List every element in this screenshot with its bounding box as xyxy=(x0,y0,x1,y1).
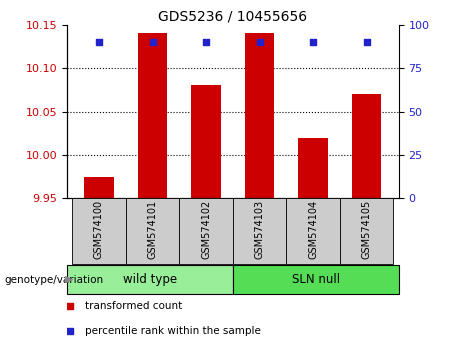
Text: wild type: wild type xyxy=(123,273,177,286)
Bar xyxy=(340,198,393,264)
Bar xyxy=(245,33,274,198)
Bar xyxy=(233,266,399,294)
Point xyxy=(66,303,74,309)
Bar xyxy=(84,177,114,198)
Text: genotype/variation: genotype/variation xyxy=(5,275,104,285)
Text: GSM574104: GSM574104 xyxy=(308,200,318,259)
Text: percentile rank within the sample: percentile rank within the sample xyxy=(85,326,261,337)
Point xyxy=(149,39,156,45)
Point xyxy=(95,39,103,45)
Point xyxy=(256,39,263,45)
Text: transformed count: transformed count xyxy=(85,301,183,311)
Text: GSM574102: GSM574102 xyxy=(201,200,211,259)
Bar xyxy=(233,198,286,264)
Point xyxy=(66,329,74,334)
Bar xyxy=(138,33,167,198)
Bar xyxy=(67,266,233,294)
Text: GSM574100: GSM574100 xyxy=(94,200,104,259)
Bar xyxy=(352,94,381,198)
Bar xyxy=(298,137,328,198)
Bar xyxy=(126,198,179,264)
Point xyxy=(309,39,317,45)
Bar xyxy=(179,198,233,264)
Point xyxy=(202,39,210,45)
Text: GSM574101: GSM574101 xyxy=(148,200,158,259)
Bar xyxy=(191,85,221,198)
Bar xyxy=(72,198,126,264)
Text: GSM574103: GSM574103 xyxy=(254,200,265,259)
Title: GDS5236 / 10455656: GDS5236 / 10455656 xyxy=(158,10,307,24)
Text: SLN null: SLN null xyxy=(292,273,340,286)
Text: GSM574105: GSM574105 xyxy=(361,200,372,259)
Point xyxy=(363,39,370,45)
Bar xyxy=(286,198,340,264)
